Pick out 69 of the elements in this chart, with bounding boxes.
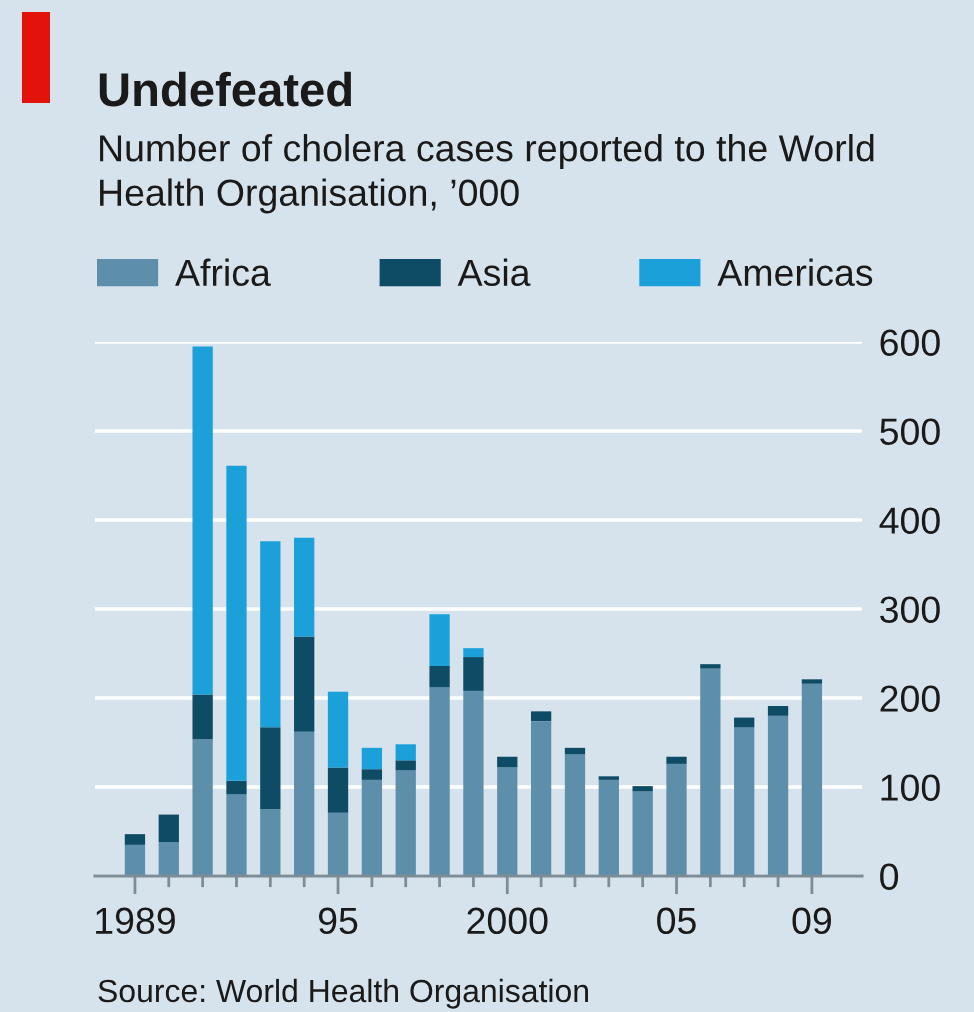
bar: [260, 809, 281, 876]
bar: [124, 844, 146, 876]
bar: [530, 721, 552, 876]
y-tick-label: 0: [880, 863, 899, 890]
bar: [463, 648, 484, 658]
bar: [700, 664, 721, 669]
bar: [734, 727, 755, 876]
bar: [632, 786, 653, 792]
bar: [294, 636, 315, 732]
x-tick-label: 05: [657, 907, 696, 935]
bar: [192, 694, 213, 739]
bar: [666, 763, 687, 876]
bar: [429, 614, 450, 666]
bar: [395, 760, 416, 771]
bar: [429, 665, 450, 688]
legend-label: Americas: [717, 258, 873, 287]
bar: [226, 465, 247, 781]
bar: [361, 747, 383, 770]
x-tick-label: 95: [318, 907, 358, 935]
bar: [564, 747, 586, 755]
y-tick-label: 200: [880, 685, 940, 712]
bar: [666, 756, 687, 764]
bar: [801, 683, 823, 876]
bar: [327, 812, 349, 876]
bar: [801, 679, 823, 684]
bar: [361, 769, 383, 780]
bar: [497, 756, 518, 768]
legend-label: Asia: [457, 258, 531, 287]
bar: [530, 711, 552, 722]
y-tick-label: 100: [881, 774, 940, 801]
bar: [598, 776, 619, 780]
legend-label: Africa: [175, 258, 271, 287]
y-tick-label: 500: [880, 418, 940, 445]
source-note: Source: World Health Organisation: [98, 978, 588, 1009]
bar: [598, 779, 619, 876]
bar: [327, 767, 349, 813]
bar: [158, 842, 179, 876]
y-tick-label: 300: [880, 596, 940, 623]
bar: [294, 537, 315, 637]
chart-subtitle: Number of cholera cases reported to the World Health Organisation, ’000: [100, 134, 874, 214]
y-tick-label: 600: [880, 329, 940, 356]
bar: [361, 779, 383, 876]
bar: [767, 715, 789, 876]
bar: [767, 706, 789, 716]
y-tick-label: 400: [879, 507, 940, 534]
bar: [395, 770, 416, 876]
bar: [226, 780, 247, 795]
chart-title: Undefeated: [99, 71, 352, 107]
bar: [700, 668, 721, 876]
bar: [158, 814, 179, 843]
bar: [395, 744, 416, 761]
x-tick-label: 09: [792, 907, 831, 935]
bar: [632, 791, 653, 876]
bar: [260, 727, 281, 810]
bar: [497, 767, 518, 876]
bar: [429, 687, 450, 876]
bar: [327, 691, 349, 768]
bar: [124, 834, 146, 845]
bar: [294, 731, 315, 876]
bar: [192, 346, 213, 695]
x-tick-label: 2000: [467, 907, 548, 935]
x-tick-label: 1989: [96, 907, 175, 935]
bar: [463, 657, 484, 691]
bar: [260, 541, 281, 728]
bar: [226, 794, 247, 876]
bar: [734, 717, 755, 728]
bar: [192, 738, 213, 876]
bar: [463, 690, 484, 876]
bar: [564, 754, 586, 876]
